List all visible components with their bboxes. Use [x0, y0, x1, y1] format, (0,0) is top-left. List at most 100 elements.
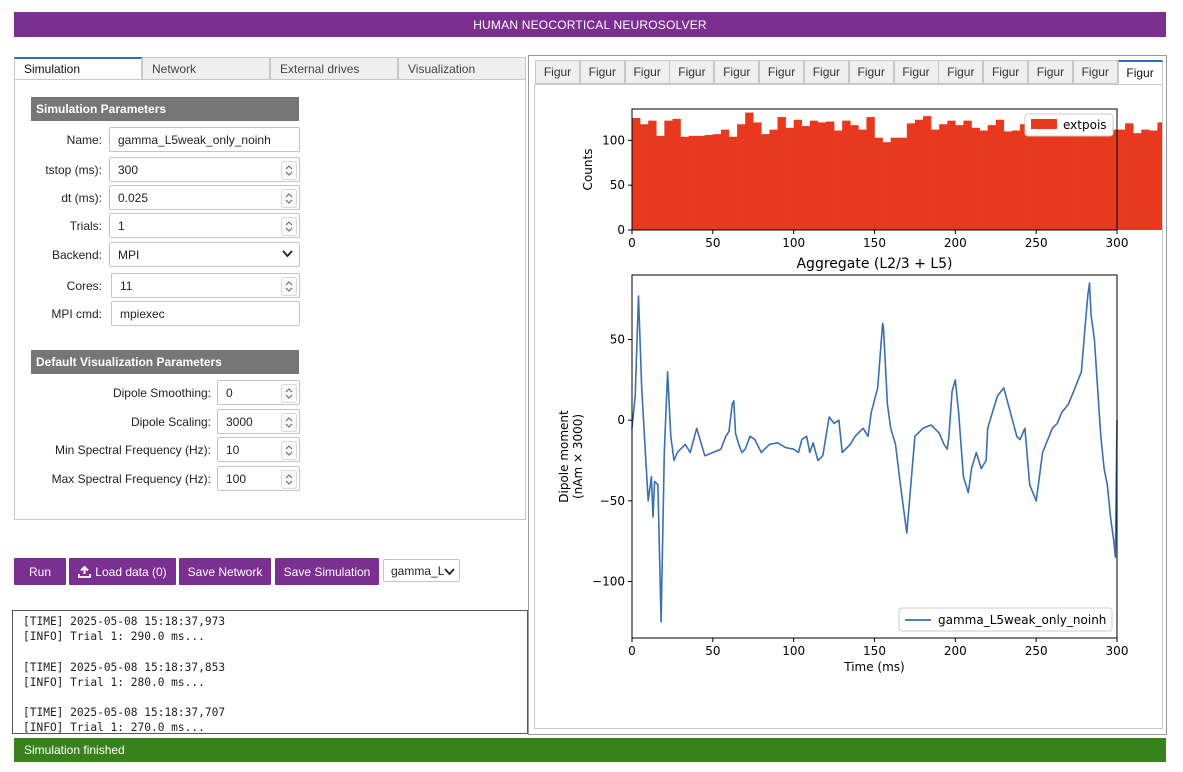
- histogram-bar: [1084, 123, 1094, 230]
- dipole-y-axis-label-line2: (nAm × 3000): [571, 414, 585, 499]
- figure-tab[interactable]: Figur: [1117, 60, 1163, 84]
- cores-stepper[interactable]: [281, 277, 297, 296]
- tstop-label: tstop (ms):: [45, 162, 102, 177]
- figure-tab[interactable]: Figur: [579, 60, 625, 84]
- minfreq-input[interactable]: 10: [217, 437, 300, 462]
- histogram-x-tick-label: 300: [1106, 236, 1129, 250]
- figure-tab[interactable]: Figur: [938, 60, 984, 84]
- figure-tab[interactable]: Figur: [803, 60, 849, 84]
- histogram-bar: [712, 134, 722, 230]
- chevron-down-icon: [444, 568, 455, 576]
- histogram-bar: [817, 122, 827, 230]
- histogram-bar: [1060, 118, 1069, 230]
- histogram-x-tick-label: 250: [1025, 236, 1048, 250]
- save-network-button[interactable]: Save Network: [179, 558, 271, 585]
- name-value: gamma_L5weak_only_noinh: [118, 132, 271, 147]
- histogram-bar: [1044, 127, 1053, 230]
- status-bar: Simulation finished: [14, 738, 1166, 762]
- smoothing-input[interactable]: 0: [217, 380, 300, 405]
- histogram-bar: [737, 124, 746, 230]
- histogram-bar: [793, 119, 803, 230]
- scaling-stepper[interactable]: [281, 413, 297, 432]
- cores-value: 11: [120, 278, 133, 293]
- mpi-input[interactable]: mpiexec: [111, 301, 300, 326]
- histogram-bar: [834, 130, 843, 230]
- figure-tab[interactable]: Figur: [714, 60, 760, 84]
- histogram-bar: [696, 135, 706, 230]
- tstop-row: tstop (ms): 300: [15, 157, 300, 182]
- minfreq-stepper[interactable]: [281, 441, 297, 460]
- tstop-stepper[interactable]: [281, 161, 297, 180]
- histogram-bar: [704, 134, 714, 230]
- load-data-label: Load data (0): [95, 564, 167, 579]
- figure-tab[interactable]: Figur: [1072, 60, 1118, 84]
- backend-value: MPI: [118, 247, 140, 262]
- histogram-bar: [688, 135, 697, 230]
- cores-input[interactable]: 11: [111, 273, 300, 298]
- upload-icon: [78, 565, 92, 578]
- histogram-bar: [1141, 129, 1150, 230]
- histogram-bar: [995, 119, 1005, 230]
- dataset-select[interactable]: gamma_L5weak_only_noinh: [383, 559, 460, 582]
- tstop-input[interactable]: 300: [109, 157, 300, 182]
- histogram-bar: [963, 120, 972, 230]
- dt-input[interactable]: 0.025: [109, 185, 300, 210]
- dipole-y-tick-label: 50: [610, 333, 625, 347]
- trials-stepper[interactable]: [281, 217, 297, 236]
- figure-panel: Figur Figur Figur Figur Figur Figur Figur Figur…: [528, 55, 1167, 735]
- figure-tab[interactable]: Figur: [983, 60, 1029, 84]
- tab-external-drives[interactable]: External drives: [270, 57, 398, 80]
- dipole-legend-label: gamma_L5weak_only_noinh: [938, 613, 1106, 627]
- smoothing-value: 0: [226, 385, 233, 400]
- histogram-bar: [785, 127, 794, 230]
- backend-label: Backend:: [51, 247, 102, 262]
- load-data-button[interactable]: Load data (0): [69, 558, 176, 585]
- backend-select[interactable]: MPI: [109, 242, 300, 267]
- stepper-arrows-icon: [285, 165, 293, 176]
- trials-input[interactable]: 1: [109, 213, 300, 238]
- dipole-x-tick-label: 50: [705, 644, 720, 658]
- name-input[interactable]: gamma_L5weak_only_noinh: [109, 127, 300, 152]
- smoothing-row: Dipole Smoothing: 0: [15, 380, 300, 405]
- save-simulation-button[interactable]: Save Simulation: [275, 558, 379, 585]
- figure-tab[interactable]: Figur: [669, 60, 715, 84]
- histogram-bar: [1028, 133, 1037, 230]
- figure-canvas: 0 50 100 150 200 250 300 0 50 100 Counts extpois Agg…: [557, 108, 1162, 674]
- histogram-y-tick-label: 50: [610, 178, 625, 192]
- figure-tab[interactable]: Figur: [759, 60, 805, 84]
- histogram-x-tick-label: 150: [863, 236, 886, 250]
- histogram-bar: [939, 124, 948, 230]
- dipole-x-axis-label: Time (ms): [843, 660, 905, 674]
- stepper-arrows-icon: [285, 474, 293, 485]
- dipole-x-tick-label: 300: [1106, 644, 1129, 658]
- smoothing-stepper[interactable]: [281, 384, 297, 403]
- run-button[interactable]: Run: [14, 558, 66, 585]
- mpi-value: mpiexec: [120, 306, 165, 321]
- minfreq-label: Min Spectral Frequency (Hz):: [54, 442, 211, 457]
- figure-tab[interactable]: Figur: [535, 60, 580, 84]
- tab-simulation[interactable]: Simulation: [14, 57, 142, 80]
- figure-tab[interactable]: Figur: [893, 60, 939, 84]
- histogram-bar: [729, 136, 738, 230]
- dt-stepper[interactable]: [281, 189, 297, 208]
- scaling-input[interactable]: 3000: [217, 409, 300, 434]
- scaling-label: Dipole Scaling:: [130, 414, 211, 429]
- tab-network[interactable]: Network: [142, 57, 270, 80]
- histogram-bar: [1076, 125, 1085, 230]
- log-output[interactable]: [TIME] 2025-05-08 15:18:37,973 [INFO] Tr…: [12, 610, 528, 734]
- histogram-bar: [1092, 126, 1102, 230]
- histogram-bar: [858, 129, 867, 230]
- maxfreq-input[interactable]: 100: [217, 466, 300, 491]
- stepper-arrows-icon: [285, 417, 293, 428]
- trials-row: Trials: 1: [15, 213, 300, 238]
- tab-visualization[interactable]: Visualization: [398, 57, 526, 80]
- backend-row: Backend: MPI: [15, 242, 300, 267]
- figure-tab[interactable]: Figur: [624, 60, 670, 84]
- histogram-legend-swatch: [1031, 119, 1057, 129]
- left-panel: Simulation Network External drives Visua…: [14, 57, 526, 520]
- maxfreq-stepper[interactable]: [281, 470, 297, 489]
- figure-tab[interactable]: Figur: [848, 60, 894, 84]
- figure-tab[interactable]: Figur: [1027, 60, 1073, 84]
- dipole-x-tick-label: 100: [782, 644, 805, 658]
- dipole-series-line: [631, 282, 1118, 623]
